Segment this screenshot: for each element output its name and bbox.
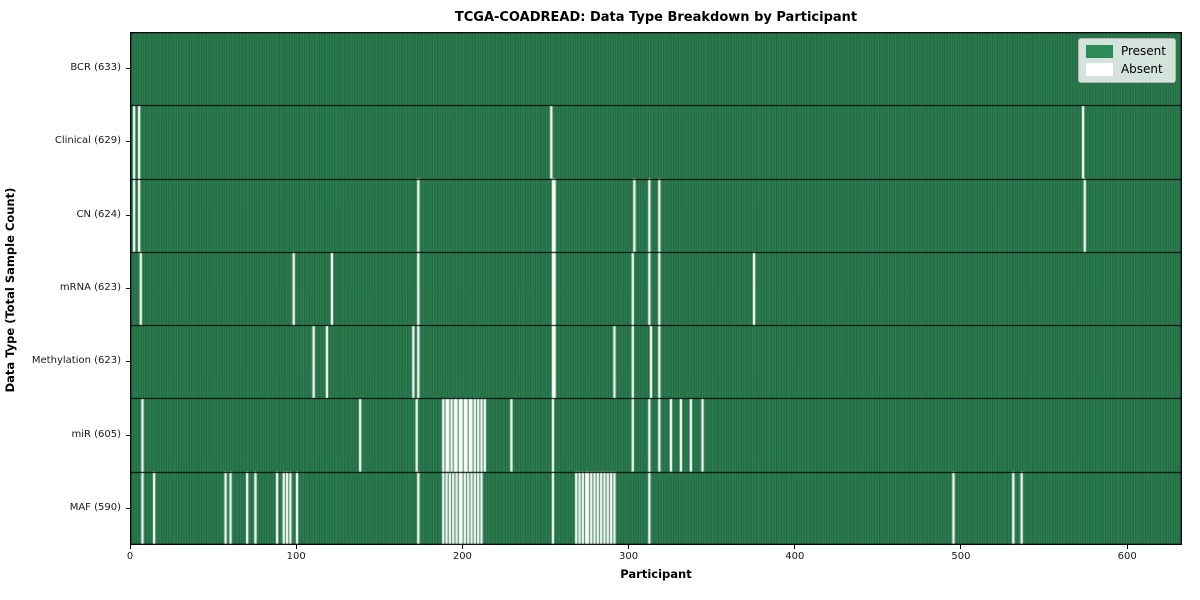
heatmap-canvas: [130, 32, 1182, 545]
y-tick-label-mrna: mRNA (623): [59, 282, 121, 293]
y-tick-mark: [126, 214, 130, 216]
legend-swatch-present: [1085, 45, 1113, 58]
x-tick-mark: [295, 545, 297, 549]
x-tick-label: 400: [785, 551, 805, 562]
y-tick-label-cn: CN (624): [76, 208, 121, 220]
legend-label-present: Present: [1120, 44, 1166, 58]
legend-item-absent: Absent: [1085, 62, 1166, 76]
x-tick-mark: [1126, 545, 1128, 549]
x-tick-mark: [794, 545, 796, 549]
y-tick-mark: [126, 68, 130, 70]
plot-area: Present Absent: [130, 32, 1182, 545]
y-tick-mark: [126, 141, 130, 143]
x-tick-label: 0: [126, 551, 134, 562]
y-tick-label-bcr: BCR (633): [70, 62, 121, 74]
legend: Present Absent: [1077, 38, 1176, 83]
y-tick-label-mir: miR (605): [71, 428, 121, 440]
x-tick-label: 200: [452, 551, 472, 562]
y-tick-label-maf: MAF (590): [69, 501, 121, 513]
y-tick-mark: [126, 288, 130, 289]
x-tick-label: 300: [619, 551, 639, 562]
legend-swatch-absent: [1085, 63, 1113, 76]
x-tick-mark: [628, 545, 630, 549]
legend-item-present: Present: [1085, 44, 1166, 58]
y-tick-label-clinical: Clinical (629): [54, 135, 121, 147]
x-tick-label: 500: [951, 551, 971, 562]
x-tick-label: 600: [1117, 551, 1137, 562]
y-tick-mark: [126, 361, 130, 363]
chart-title: TCGA-COADREAD: Data Type Breakdown by Pa…: [454, 10, 858, 25]
x-tick-mark: [461, 545, 463, 549]
y-tick-mark: [126, 507, 130, 509]
y-tick-label-methylation: Methylation (623): [31, 355, 121, 367]
x-axis-label: Participant: [620, 567, 692, 581]
legend-label-absent: Absent: [1120, 62, 1163, 76]
x-tick-mark: [960, 545, 962, 549]
y-tick-mark: [126, 434, 130, 436]
x-tick-mark: [129, 545, 131, 549]
x-tick-label: 100: [286, 551, 306, 562]
